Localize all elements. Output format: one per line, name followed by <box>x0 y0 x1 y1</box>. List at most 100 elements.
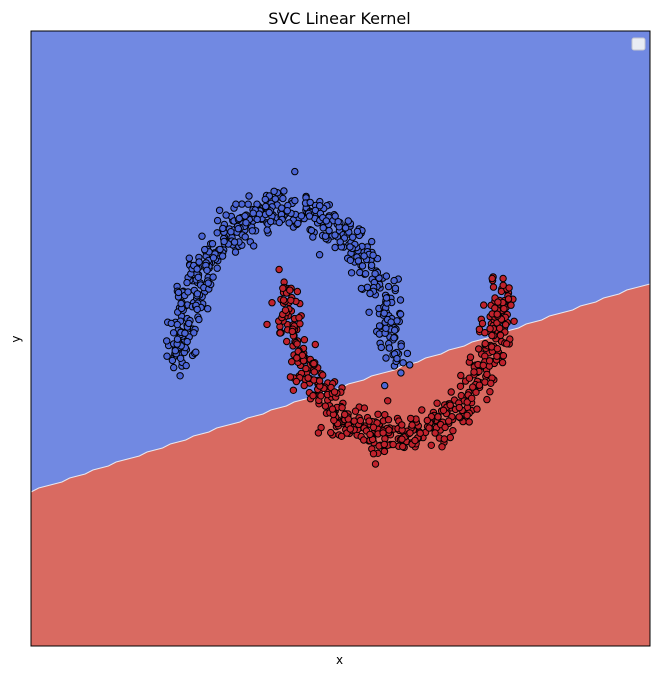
data-point-class-0 <box>356 268 364 277</box>
data-point-class-0 <box>253 215 261 224</box>
data-point-class-0 <box>316 202 324 210</box>
data-point-class-1 <box>398 435 406 443</box>
data-point-class-0 <box>365 308 373 316</box>
data-point-class-0 <box>169 329 178 337</box>
data-point-class-0 <box>185 254 194 262</box>
data-point-class-0 <box>208 240 217 248</box>
data-point-class-0 <box>285 219 293 227</box>
data-point-class-1 <box>455 413 463 421</box>
data-point-class-1 <box>465 374 474 382</box>
data-point-class-0 <box>380 309 388 317</box>
data-point-class-1 <box>379 429 387 437</box>
data-point-class-0 <box>270 187 278 196</box>
data-point-class-1 <box>493 310 501 318</box>
data-point-class-1 <box>440 435 448 443</box>
data-point-class-0 <box>358 262 367 270</box>
data-point-class-1 <box>469 383 477 391</box>
data-point-class-0 <box>203 266 211 274</box>
data-point-class-0 <box>213 264 221 272</box>
data-point-class-0 <box>170 363 178 372</box>
data-point-class-0 <box>173 335 182 343</box>
data-point-class-0 <box>331 212 339 220</box>
data-point-class-0 <box>231 248 240 256</box>
data-point-class-0 <box>363 283 372 291</box>
data-point-class-0 <box>305 212 314 220</box>
data-point-class-0 <box>193 305 201 314</box>
data-point-class-0 <box>336 238 344 246</box>
data-point-class-1 <box>479 361 487 369</box>
data-point-class-0 <box>163 352 171 360</box>
data-point-class-0 <box>390 334 398 342</box>
data-point-class-1 <box>300 336 309 344</box>
data-point-class-0 <box>309 233 317 241</box>
data-point-class-0 <box>391 326 399 334</box>
data-point-class-0 <box>385 344 394 352</box>
data-point-class-0 <box>275 218 283 227</box>
data-point-class-1 <box>446 401 454 409</box>
data-point-class-1 <box>499 352 508 360</box>
data-point-class-0 <box>349 233 357 241</box>
data-point-class-0 <box>220 237 228 246</box>
data-point-class-0 <box>230 238 239 246</box>
data-point-class-0 <box>360 252 368 260</box>
data-point-class-0 <box>381 381 389 390</box>
data-point-class-0 <box>377 343 385 352</box>
data-point-class-1 <box>286 373 295 381</box>
data-point-class-1 <box>493 345 502 353</box>
data-point-class-0 <box>391 284 400 292</box>
data-point-class-1 <box>279 284 287 292</box>
data-point-class-0 <box>245 192 253 200</box>
data-point-class-0 <box>367 261 376 269</box>
data-point-class-0 <box>387 318 395 326</box>
data-point-class-1 <box>425 424 433 432</box>
data-point-class-1 <box>398 421 406 429</box>
data-point-class-1 <box>310 368 318 376</box>
data-point-class-0 <box>396 296 405 304</box>
data-point-class-1 <box>433 399 441 407</box>
data-point-class-0 <box>222 211 230 219</box>
data-point-class-1 <box>496 331 505 339</box>
data-point-class-1 <box>279 296 288 304</box>
data-point-class-0 <box>213 216 222 225</box>
data-point-class-1 <box>411 436 419 445</box>
data-point-class-1 <box>463 411 471 419</box>
data-point-class-1 <box>406 429 414 437</box>
data-point-class-1 <box>470 368 478 376</box>
data-point-class-0 <box>183 337 191 346</box>
data-point-class-0 <box>390 276 398 285</box>
data-point-class-1 <box>480 301 488 309</box>
data-point-class-0 <box>234 225 243 233</box>
y-axis-label: y <box>9 335 23 342</box>
data-point-class-1 <box>289 386 298 394</box>
data-point-class-1 <box>498 358 507 367</box>
data-point-class-1 <box>465 418 473 426</box>
data-point-class-1 <box>346 425 354 433</box>
data-point-class-1 <box>275 265 283 274</box>
plot-clip-group <box>31 31 650 646</box>
data-point-class-1 <box>407 414 415 423</box>
decision-region-class-0 <box>31 31 650 492</box>
data-point-class-1 <box>468 394 476 402</box>
data-point-class-1 <box>293 287 302 296</box>
data-point-class-1 <box>302 364 310 373</box>
data-point-class-0 <box>181 329 189 337</box>
data-point-class-0 <box>399 359 407 367</box>
data-point-class-1 <box>488 274 496 283</box>
data-point-class-1 <box>441 423 449 432</box>
data-point-class-1 <box>457 371 465 380</box>
data-point-class-0 <box>279 194 287 203</box>
data-point-class-0 <box>341 224 350 232</box>
data-point-class-1 <box>489 283 498 291</box>
data-point-class-1 <box>408 421 416 429</box>
data-point-class-1 <box>449 427 457 435</box>
data-point-class-0 <box>369 251 377 259</box>
data-point-class-1 <box>423 416 431 425</box>
data-point-class-0 <box>242 219 250 227</box>
data-point-class-0 <box>306 198 314 207</box>
data-point-class-0 <box>235 214 243 223</box>
data-point-class-0 <box>291 196 299 205</box>
data-point-class-1 <box>503 340 511 348</box>
data-point-class-1 <box>488 331 496 340</box>
data-point-class-0 <box>190 329 198 337</box>
data-point-class-1 <box>486 388 494 396</box>
